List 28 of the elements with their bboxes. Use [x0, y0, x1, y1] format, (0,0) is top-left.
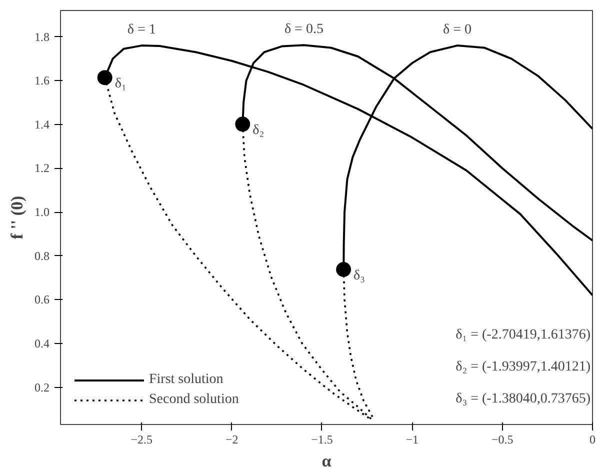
x-axis-title: α: [322, 452, 332, 470]
annotation: δ₁ = (-2.70419,1.61376): [456, 328, 591, 342]
legend-label: First solution: [149, 372, 224, 388]
y-tick-label: 1.6: [34, 74, 50, 88]
y-axis-title: f '' (0): [8, 196, 26, 240]
annotation: δ = 0.5: [284, 22, 324, 38]
annotation: δ = 0: [443, 22, 472, 38]
x-tick-label: 0: [590, 432, 596, 446]
y-tick-label: 1.8: [34, 30, 50, 44]
x-tick-label: −0.5: [491, 432, 514, 446]
y-tick-label: 0.8: [34, 248, 50, 263]
x-tick-label: −2.5: [130, 432, 153, 446]
annotation: δ = 1: [127, 22, 156, 38]
y-tick-label: 1.0: [34, 205, 50, 220]
x-tick-label: −1.5: [311, 432, 333, 446]
annotation: δ₂ = (-1.93997,1.40121): [456, 360, 591, 374]
annotation: δ₃ = (-1.38040,0.73765): [456, 392, 591, 406]
y-tick-label: 1.2: [34, 161, 50, 176]
x-tick-label: −1: [406, 432, 419, 446]
x-tick-label: −2: [225, 432, 238, 446]
y-tick-label: 0.4: [34, 336, 50, 350]
annotation: δ₂: [252, 123, 264, 138]
y-tick-label: 0.6: [34, 292, 50, 307]
legend-label: Second solution: [149, 392, 239, 408]
y-tick-label: 0.2: [34, 380, 50, 394]
annotation: δ₁: [114, 76, 126, 92]
y-tick-label: 1.4: [34, 117, 50, 132]
annotation: δ₃: [354, 268, 366, 284]
